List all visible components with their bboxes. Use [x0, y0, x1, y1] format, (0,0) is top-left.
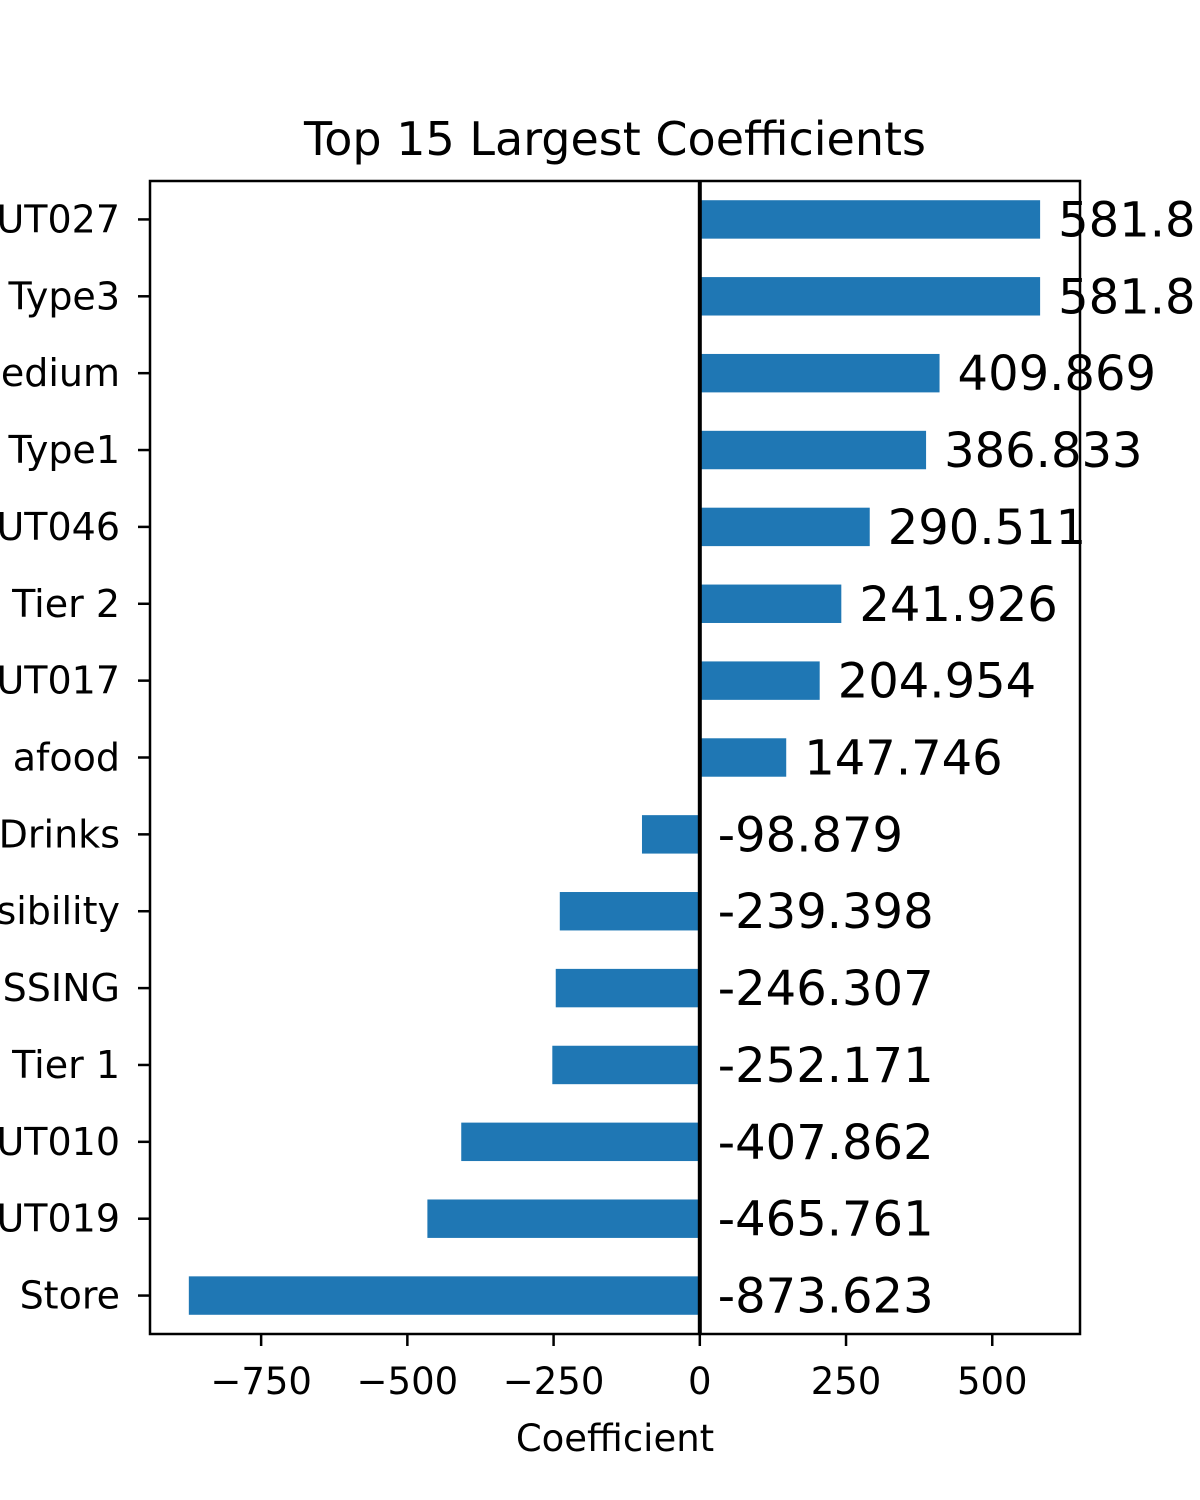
x-tick-label: 250 — [811, 1360, 882, 1403]
y-tick-label: Tier 2 — [11, 582, 120, 626]
bar-value-label: 386.833 — [944, 423, 1143, 479]
bar — [699, 584, 842, 623]
bar — [699, 738, 787, 777]
bar-value-label: 204.954 — [838, 654, 1037, 710]
y-tick-label: Store — [20, 1274, 120, 1318]
bar — [699, 200, 1041, 239]
y-tick-label: edium — [1, 351, 120, 395]
x-axis: −750 −500 −250 0 250 500 — [210, 1334, 1028, 1403]
y-axis: UT027 Type3 edium Type1 UT046 Tier 2 UT017 afoo… — [0, 197, 150, 1318]
y-tick-label: UT046 — [0, 505, 120, 549]
bar — [552, 1045, 700, 1085]
x-tick-label: −500 — [357, 1360, 459, 1403]
bar-value-label: -246.307 — [718, 961, 934, 1017]
bar — [699, 353, 940, 393]
bar-value-label: 241.926 — [859, 577, 1058, 633]
bar-value-label: -465.761 — [718, 1192, 934, 1248]
bar-value-label: -252.171 — [718, 1038, 934, 1094]
bars-layer — [188, 200, 1041, 1315]
bar — [699, 277, 1041, 316]
bar-value-label: 147.746 — [804, 731, 1003, 787]
bar — [699, 507, 870, 547]
x-tick-label: −750 — [210, 1360, 312, 1403]
bar — [699, 430, 927, 470]
bar-value-label: -98.879 — [718, 807, 903, 863]
bar-value-label: -407.862 — [718, 1115, 934, 1171]
y-tick-label: UT017 — [0, 659, 120, 703]
y-tick-label: SSING — [3, 966, 120, 1010]
y-tick-label: UT010 — [0, 1120, 120, 1164]
bar-value-label: 409.869 — [958, 346, 1157, 402]
bar — [461, 1122, 700, 1162]
bar — [555, 968, 700, 1008]
y-tick-label: sibility — [0, 889, 120, 933]
y-tick-label: Type3 — [8, 274, 120, 318]
x-tick-label: −250 — [503, 1360, 605, 1403]
y-tick-label: UT027 — [0, 197, 120, 241]
bar-value-label: 581.8 — [1058, 192, 1195, 248]
y-tick-label: Type1 — [8, 428, 120, 472]
chart-title: Top 15 Largest Coefficients — [303, 112, 926, 166]
y-tick-label: Drinks — [0, 812, 120, 856]
bar-value-label: -873.623 — [718, 1269, 934, 1325]
bar — [699, 661, 820, 700]
bar — [188, 1276, 700, 1315]
y-tick-label: Tier 1 — [11, 1043, 120, 1087]
x-axis-label: Coefficient — [516, 1417, 714, 1460]
x-tick-label: 500 — [957, 1360, 1028, 1403]
x-tick-label: 0 — [688, 1360, 712, 1403]
bar-value-label: -239.398 — [718, 884, 934, 940]
bar — [427, 1199, 700, 1238]
bar — [559, 892, 700, 931]
bar-value-label: 290.511 — [888, 500, 1087, 556]
bar — [641, 815, 700, 854]
bar-value-label: 581.8 — [1058, 269, 1195, 325]
y-tick-label: UT019 — [0, 1197, 120, 1241]
y-tick-label: afood — [13, 736, 120, 780]
